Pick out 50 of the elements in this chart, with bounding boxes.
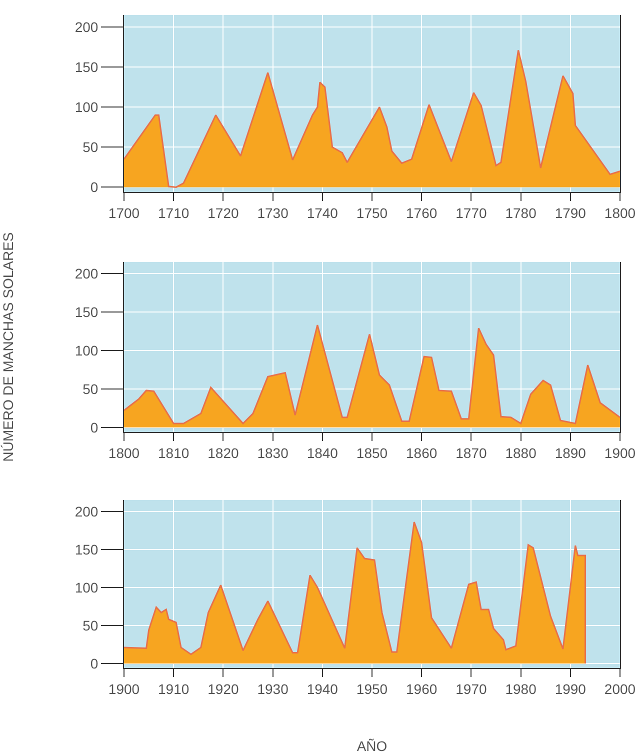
x-tick-label: 1780 bbox=[505, 204, 537, 221]
x-tick-label: 1940 bbox=[306, 680, 338, 697]
y-axis-title: NÚMERO DE MANCHAS SOLARES bbox=[0, 232, 16, 462]
x-tick-label: 1710 bbox=[158, 204, 190, 221]
y-tick-label: 0 bbox=[90, 419, 98, 436]
x-tick-label: 1760 bbox=[406, 204, 438, 221]
x-tick-label: 1800 bbox=[108, 444, 140, 461]
x-tick-label: 1740 bbox=[306, 204, 338, 221]
x-tick-label: 1830 bbox=[257, 444, 289, 461]
x-tick-label: 1840 bbox=[306, 444, 338, 461]
y-tick-label: 0 bbox=[90, 655, 98, 672]
x-tick-label: 1890 bbox=[554, 444, 586, 461]
x-tick-label: 1920 bbox=[208, 680, 239, 697]
x-tick-label: 1980 bbox=[505, 680, 537, 697]
y-tick-label: 50 bbox=[82, 380, 98, 397]
y-tick-label: 200 bbox=[74, 265, 98, 282]
x-tick-label: 1900 bbox=[604, 444, 636, 461]
x-tick-label: 2000 bbox=[604, 680, 636, 697]
y-tick-label: 150 bbox=[74, 541, 98, 558]
x-tick-label: 1900 bbox=[108, 680, 140, 697]
x-tick-label: 1970 bbox=[456, 680, 487, 697]
y-tick-label: 200 bbox=[74, 18, 98, 35]
x-tick-label: 1750 bbox=[356, 204, 388, 221]
x-tick-label: 1910 bbox=[158, 680, 190, 697]
x-tick-label: 1770 bbox=[456, 204, 487, 221]
x-tick-label: 1880 bbox=[505, 444, 537, 461]
y-tick-label: 0 bbox=[90, 179, 98, 196]
x-tick-label: 1850 bbox=[356, 444, 388, 461]
x-tick-label: 1990 bbox=[554, 680, 586, 697]
y-tick-label: 200 bbox=[74, 503, 98, 520]
x-tick-label: 1730 bbox=[257, 204, 289, 221]
x-tick-label: 1700 bbox=[108, 204, 140, 221]
x-tick-label: 1810 bbox=[158, 444, 190, 461]
y-tick-label: 100 bbox=[74, 579, 98, 596]
y-tick-label: 150 bbox=[74, 304, 98, 320]
x-tick-label: 1930 bbox=[257, 680, 289, 697]
x-tick-label: 1960 bbox=[406, 680, 438, 697]
y-tick-label: 150 bbox=[74, 58, 98, 75]
x-axis-title: AÑO bbox=[356, 738, 388, 754]
x-tick-label: 1870 bbox=[456, 444, 487, 461]
x-tick-label: 1860 bbox=[406, 444, 438, 461]
x-tick-label: 1800 bbox=[604, 204, 636, 221]
x-tick-label: 1720 bbox=[208, 204, 239, 221]
x-tick-label: 1950 bbox=[356, 680, 388, 697]
x-tick-label: 1820 bbox=[208, 444, 239, 461]
y-tick-label: 50 bbox=[82, 139, 98, 156]
y-tick-label: 100 bbox=[74, 342, 98, 358]
x-tick-label: 1790 bbox=[554, 204, 586, 221]
y-tick-label: 50 bbox=[82, 617, 98, 634]
y-tick-label: 100 bbox=[74, 99, 98, 115]
